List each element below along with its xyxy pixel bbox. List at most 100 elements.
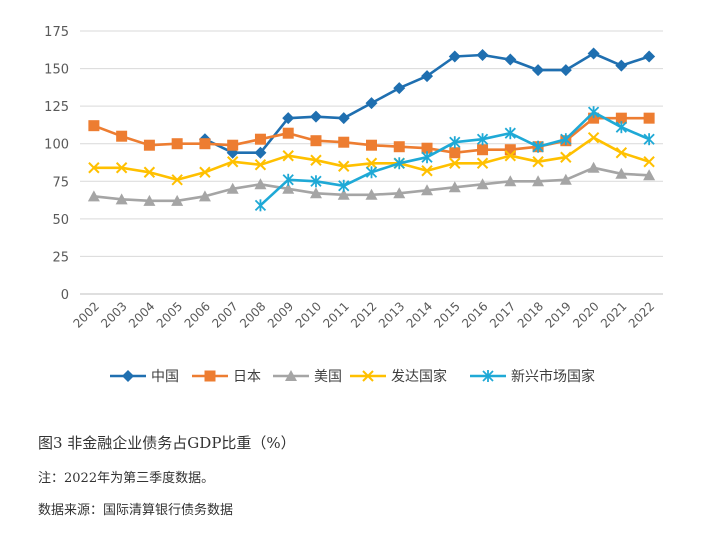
data-point bbox=[588, 112, 600, 124]
data-point bbox=[365, 97, 378, 110]
data-point bbox=[310, 135, 322, 147]
data-point bbox=[227, 139, 239, 151]
data-point bbox=[476, 49, 489, 62]
data-point bbox=[143, 194, 156, 206]
data-point bbox=[226, 182, 239, 194]
data-point bbox=[559, 64, 572, 77]
data-point bbox=[393, 187, 406, 199]
data-point bbox=[365, 188, 378, 200]
data-point bbox=[482, 370, 494, 382]
legend-label: 日本 bbox=[233, 369, 261, 385]
series-x bbox=[88, 131, 655, 186]
data-point bbox=[337, 188, 350, 200]
data-point bbox=[204, 370, 216, 382]
data-point bbox=[504, 127, 516, 140]
data-point bbox=[365, 166, 378, 179]
data-point bbox=[615, 121, 627, 134]
data-point bbox=[587, 161, 600, 173]
data-point bbox=[393, 82, 406, 95]
data-point bbox=[421, 184, 434, 196]
x-tick-label: 2020 bbox=[570, 299, 601, 330]
data-point bbox=[421, 70, 434, 83]
x-tick-label: 2008 bbox=[237, 299, 268, 330]
data-point bbox=[115, 162, 128, 174]
x-tick-label: 2011 bbox=[320, 299, 351, 330]
data-point bbox=[421, 151, 433, 164]
data-point bbox=[171, 194, 184, 206]
data-point bbox=[448, 181, 461, 193]
data-point bbox=[643, 112, 655, 124]
data-point bbox=[476, 133, 489, 146]
legend-label: 发达国家 bbox=[391, 368, 447, 385]
data-point bbox=[199, 138, 211, 150]
y-tick-label: 175 bbox=[44, 25, 69, 40]
data-point bbox=[143, 139, 155, 151]
data-point bbox=[504, 144, 516, 156]
series-triangle bbox=[87, 161, 656, 206]
data-point bbox=[254, 159, 267, 171]
data-point bbox=[615, 147, 628, 159]
data-point bbox=[122, 370, 134, 382]
data-point bbox=[504, 150, 517, 162]
x-tick-label: 2018 bbox=[515, 299, 546, 330]
legend-label: 新兴市场国家 bbox=[511, 368, 595, 385]
data-point bbox=[282, 182, 295, 194]
data-point bbox=[226, 156, 239, 168]
data-point bbox=[282, 127, 294, 139]
data-point bbox=[615, 167, 628, 179]
data-point bbox=[199, 166, 211, 178]
data-point bbox=[449, 147, 461, 159]
data-point bbox=[285, 370, 297, 381]
y-axis: 0 25 50 75 100 125 150 175 bbox=[44, 25, 69, 303]
x-tick-label: 2004 bbox=[126, 299, 157, 330]
legend-item: 新兴市场国家 bbox=[470, 368, 595, 385]
data-point bbox=[448, 50, 461, 63]
data-point bbox=[560, 133, 572, 146]
x-tick-label: 2009 bbox=[265, 299, 296, 330]
data-source: 数据来源：国际清算银行债务数据 bbox=[38, 503, 234, 518]
y-tick-label: 100 bbox=[44, 138, 69, 153]
legend-item: 中国 bbox=[110, 369, 179, 385]
data-point bbox=[643, 50, 656, 63]
legend: 中国 日本 美国 发达国家 新兴市场国家 bbox=[110, 368, 595, 385]
data-point bbox=[643, 169, 656, 181]
data-point bbox=[587, 106, 600, 119]
data-point bbox=[254, 199, 267, 212]
data-point bbox=[477, 144, 489, 156]
data-point bbox=[615, 59, 628, 72]
data-point bbox=[254, 133, 266, 145]
data-point bbox=[254, 178, 267, 190]
data-point bbox=[393, 141, 405, 153]
x-tick-label: 2013 bbox=[376, 299, 407, 330]
data-point bbox=[587, 47, 600, 60]
data-point bbox=[643, 156, 655, 168]
data-point bbox=[476, 178, 489, 190]
data-point bbox=[282, 150, 294, 162]
data-point bbox=[338, 136, 350, 148]
legend-item: 发达国家 bbox=[350, 368, 447, 385]
data-point bbox=[365, 157, 378, 169]
data-point bbox=[171, 138, 183, 150]
data-point bbox=[171, 174, 183, 186]
y-tick-label: 25 bbox=[52, 250, 69, 265]
data-point bbox=[532, 64, 545, 77]
data-point bbox=[338, 160, 350, 172]
data-point bbox=[198, 190, 211, 202]
legend-label: 中国 bbox=[151, 369, 179, 385]
data-point bbox=[143, 166, 156, 178]
data-point bbox=[282, 112, 295, 125]
data-point bbox=[421, 165, 433, 177]
figure-caption: 图3 非金融企业债务占GDP比重（%） bbox=[38, 434, 296, 452]
series-star bbox=[254, 106, 655, 212]
y-tick-label: 150 bbox=[44, 63, 69, 78]
data-point bbox=[88, 162, 100, 174]
x-axis: 2002200320042005200620072008200920102011… bbox=[71, 299, 658, 330]
data-point bbox=[338, 179, 350, 192]
data-point bbox=[310, 154, 322, 166]
data-point bbox=[87, 190, 100, 202]
x-tick-label: 2012 bbox=[348, 299, 379, 330]
line-chart: 0 25 50 75 100 125 150 175 20022003200420052006… bbox=[44, 25, 663, 385]
data-point bbox=[504, 175, 517, 187]
data-point bbox=[532, 140, 544, 153]
legend-item: 美国 bbox=[273, 369, 342, 385]
